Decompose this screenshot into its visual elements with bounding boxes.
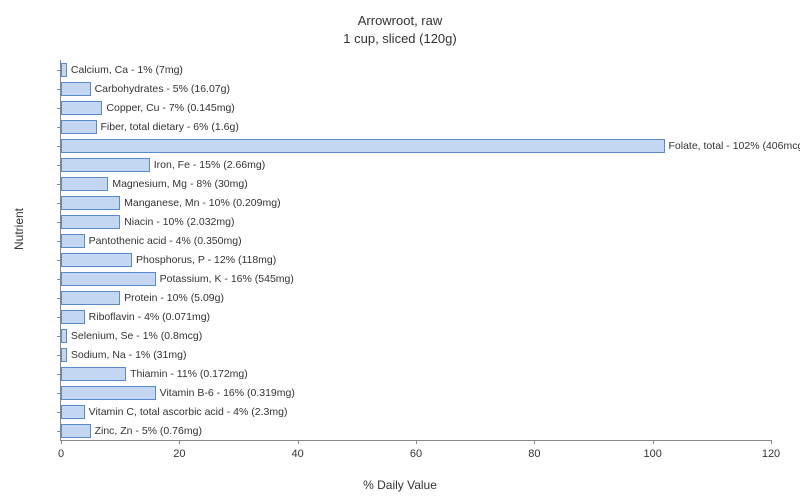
bar-row: Thiamin - 11% (0.172mg) [61,367,126,381]
bar [61,196,120,210]
y-axis-label: Nutrient [12,208,26,250]
bar-row: Niacin - 10% (2.032mg) [61,215,120,229]
bar-label: Manganese, Mn - 10% (0.209mg) [124,197,280,209]
bar [61,386,156,400]
bar-row: Zinc, Zn - 5% (0.76mg) [61,424,91,438]
bar-label: Riboflavin - 4% (0.071mg) [89,311,210,323]
bar-label: Niacin - 10% (2.032mg) [124,216,234,228]
xtick-mark [534,440,535,444]
bar [61,348,67,362]
bar-row: Protein - 10% (5.09g) [61,291,120,305]
bar-label: Sodium, Na - 1% (31mg) [71,349,187,361]
xtick-label: 100 [643,448,661,460]
bar-row: Potassium, K - 16% (545mg) [61,272,156,286]
bar-label: Protein - 10% (5.09g) [124,292,224,304]
bar-row: Fiber, total dietary - 6% (1.6g) [61,120,97,134]
xtick-mark [61,440,62,444]
bar-row: Vitamin C, total ascorbic acid - 4% (2.3… [61,405,85,419]
bar [61,253,132,267]
bar-label: Copper, Cu - 7% (0.145mg) [106,102,234,114]
bar [61,405,85,419]
bar-label: Iron, Fe - 15% (2.66mg) [154,159,265,171]
bar [61,367,126,381]
bar-label: Thiamin - 11% (0.172mg) [130,368,248,380]
xtick-mark [653,440,654,444]
bar-label: Magnesium, Mg - 8% (30mg) [112,178,247,190]
xtick-label: 0 [58,448,64,460]
title-line-1: Arrowroot, raw [0,12,800,30]
xtick-label: 80 [528,448,540,460]
xtick-mark [298,440,299,444]
bar-label: Vitamin C, total ascorbic acid - 4% (2.3… [89,406,288,418]
bar [61,177,108,191]
bar [61,139,665,153]
bar [61,329,67,343]
xtick-label: 60 [410,448,422,460]
chart-container: Arrowroot, raw 1 cup, sliced (120g) Nutr… [0,0,800,500]
plot-area: Calcium, Ca - 1% (7mg) Carbohydrates - 5%… [60,60,771,441]
bar-label: Pantothenic acid - 4% (0.350mg) [89,235,242,247]
bar [61,158,150,172]
bar-label: Zinc, Zn - 5% (0.76mg) [95,425,202,437]
bar-row: Calcium, Ca - 1% (7mg) [61,63,67,77]
bar-label: Vitamin B-6 - 16% (0.319mg) [160,387,295,399]
bar [61,101,102,115]
xtick-mark [416,440,417,444]
bar [61,215,120,229]
xtick-mark [771,440,772,444]
bar [61,63,67,77]
xtick-label: 40 [292,448,304,460]
title-line-2: 1 cup, sliced (120g) [0,30,800,48]
bar [61,120,97,134]
bar [61,234,85,248]
xtick-label: 120 [762,448,780,460]
bar-row: Sodium, Na - 1% (31mg) [61,348,67,362]
bar [61,272,156,286]
bar-row: Riboflavin - 4% (0.071mg) [61,310,85,324]
bar-label: Calcium, Ca - 1% (7mg) [71,64,183,76]
bar-label: Potassium, K - 16% (545mg) [160,273,294,285]
bar-row: Manganese, Mn - 10% (0.209mg) [61,196,120,210]
xtick-label: 20 [173,448,185,460]
xtick-mark [179,440,180,444]
bar-row: Vitamin B-6 - 16% (0.319mg) [61,386,156,400]
bar-row: Carbohydrates - 5% (16.07g) [61,82,91,96]
bar-label: Selenium, Se - 1% (0.8mcg) [71,330,202,342]
bar-row: Selenium, Se - 1% (0.8mcg) [61,329,67,343]
bar [61,310,85,324]
bar [61,82,91,96]
bar-label: Carbohydrates - 5% (16.07g) [95,83,230,95]
bar [61,424,91,438]
bar-row: Magnesium, Mg - 8% (30mg) [61,177,108,191]
bar-row: Folate, total - 102% (406mcg) [61,139,665,153]
bar-row: Iron, Fe - 15% (2.66mg) [61,158,150,172]
bar-row: Copper, Cu - 7% (0.145mg) [61,101,102,115]
x-axis-label: % Daily Value [0,478,800,492]
bar-label: Phosphorus, P - 12% (118mg) [136,254,276,266]
chart-title: Arrowroot, raw 1 cup, sliced (120g) [0,0,800,48]
bar-row: Pantothenic acid - 4% (0.350mg) [61,234,85,248]
bar-label: Fiber, total dietary - 6% (1.6g) [101,121,239,133]
bar [61,291,120,305]
bar-row: Phosphorus, P - 12% (118mg) [61,253,132,267]
bar-label: Folate, total - 102% (406mcg) [669,140,800,152]
